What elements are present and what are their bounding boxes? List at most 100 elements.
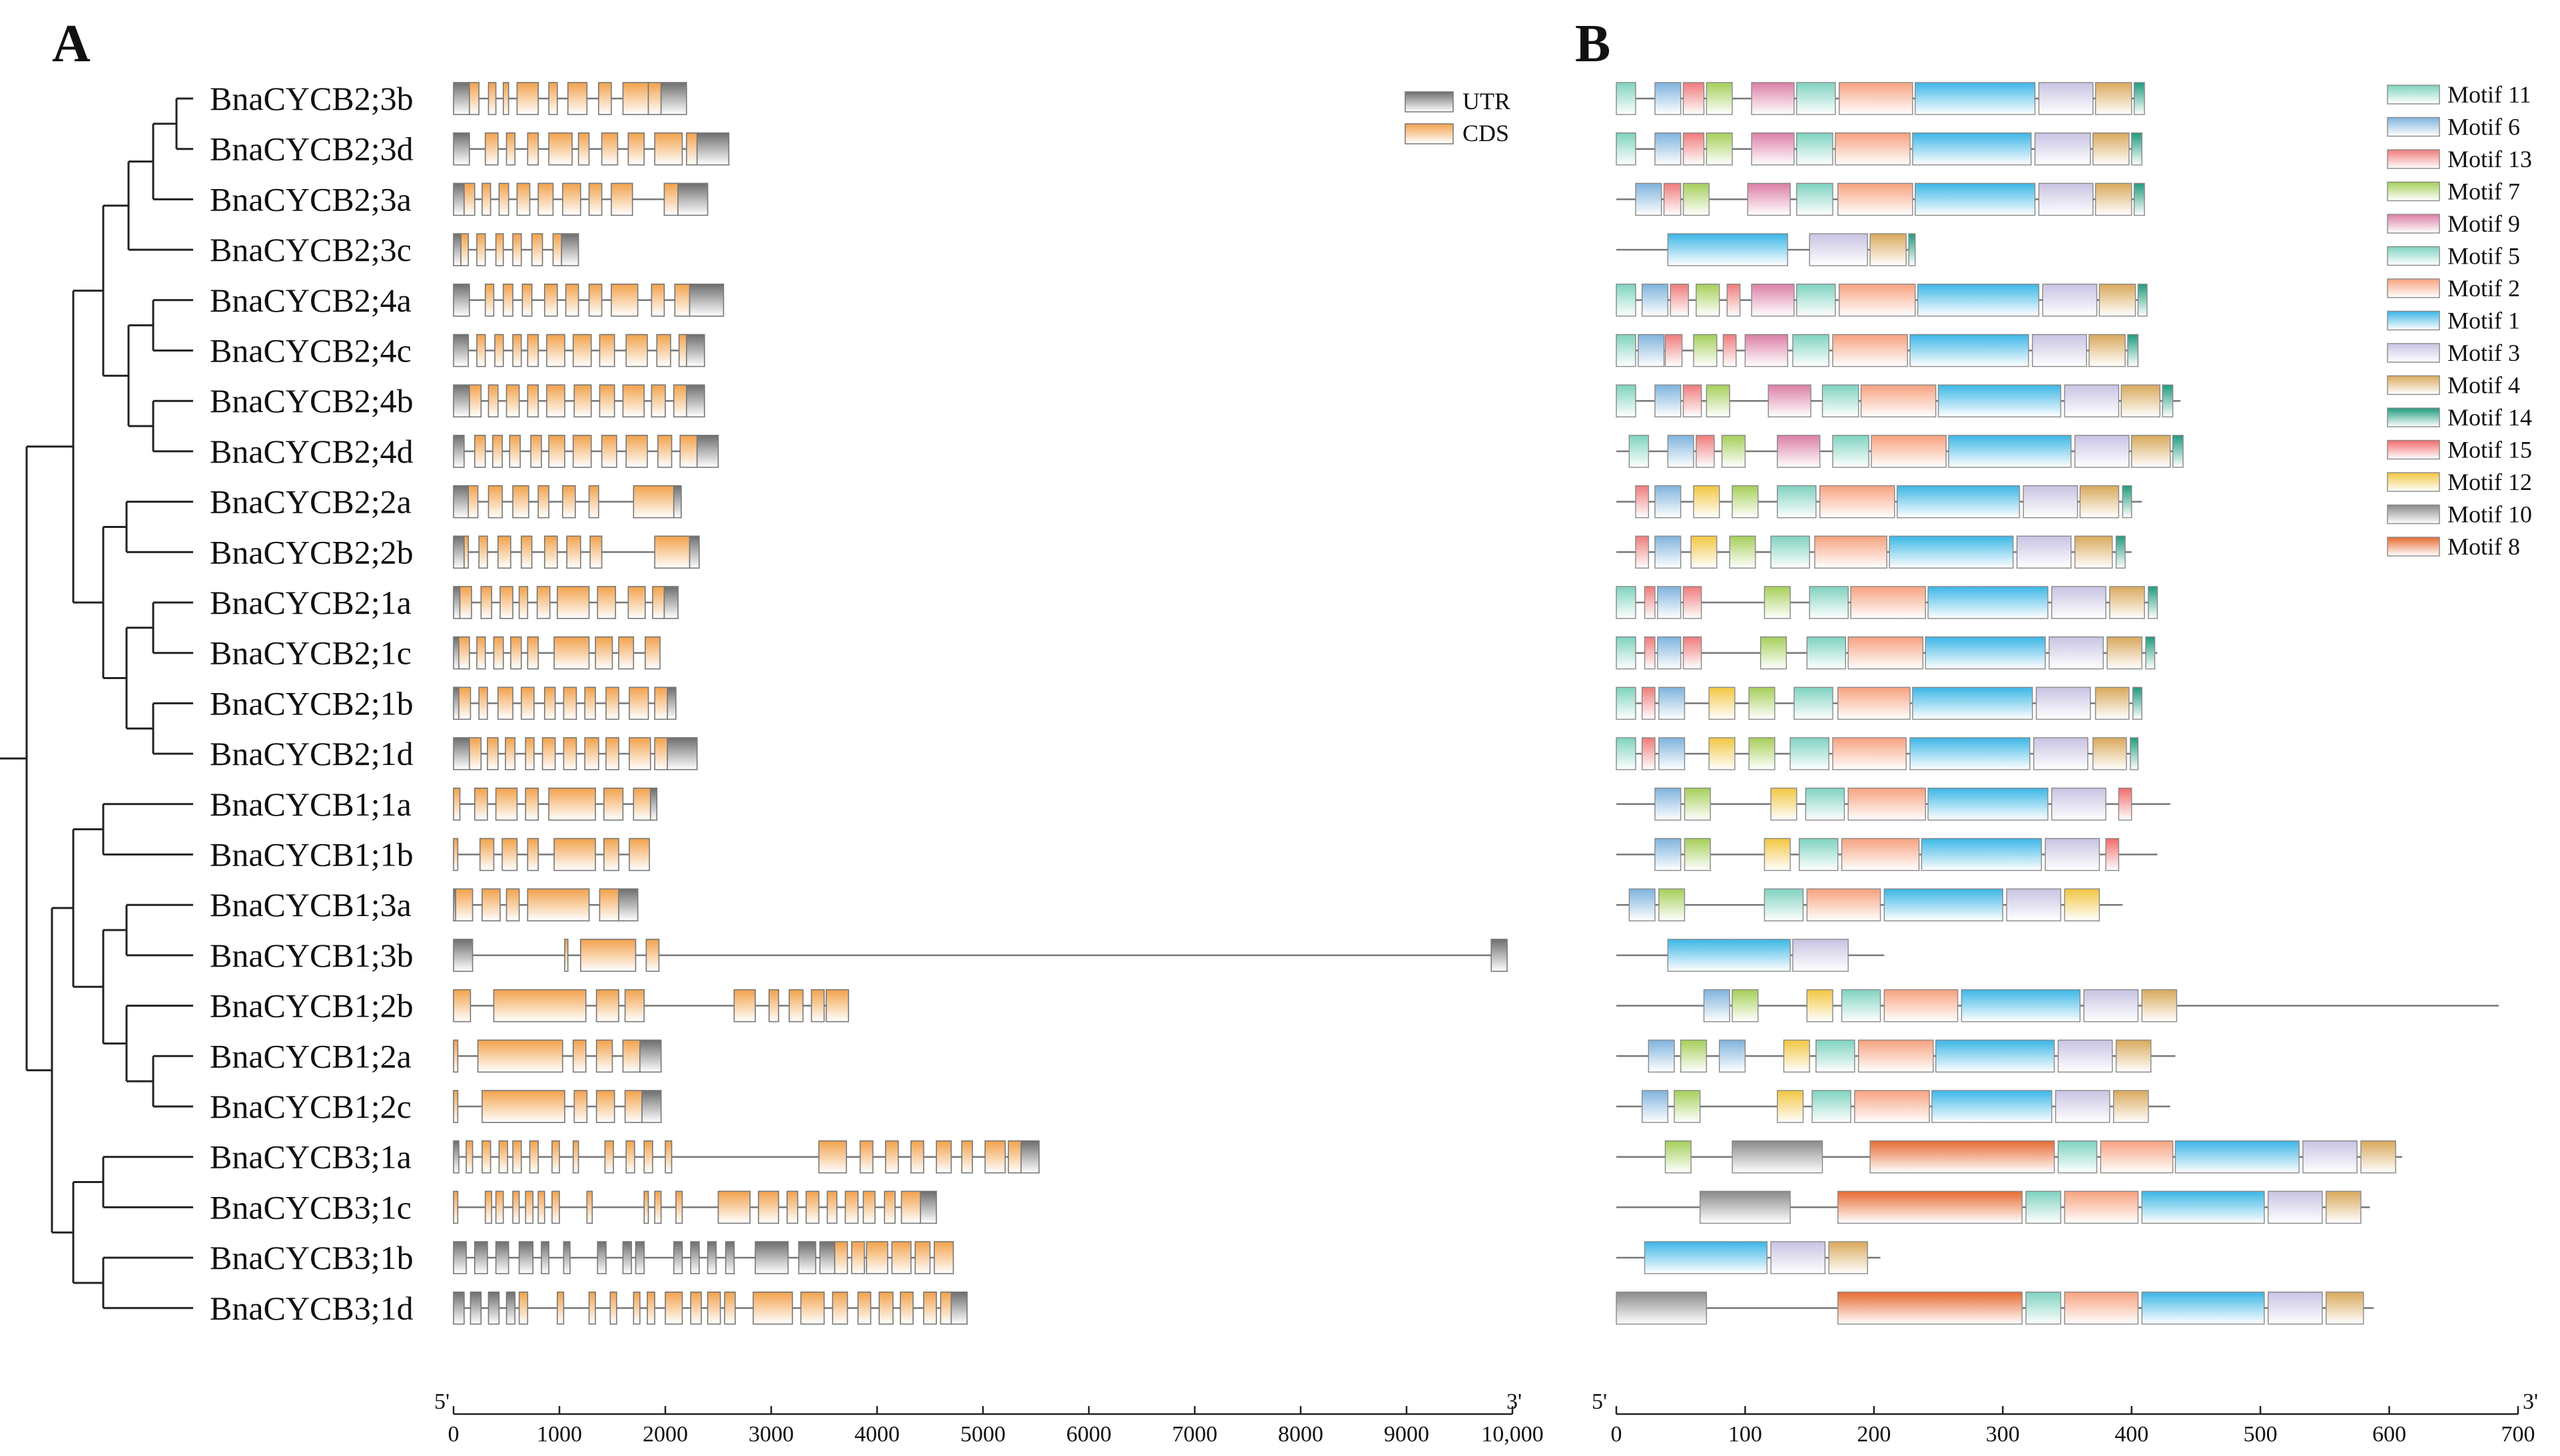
axis-tick-label: 10,000 [1481,1422,1544,1447]
gene-axis-5prime: 5' [434,1389,450,1414]
motif-13-block [1682,384,1702,417]
motif-5-block [1796,82,1836,115]
utr-block [453,586,461,619]
motif-14-block [2122,485,2132,519]
cds-block [844,1190,859,1224]
cds-block [647,82,662,115]
motif-3-block [2042,284,2098,317]
motif-3-block [2302,1140,2358,1174]
cds-block [453,1090,459,1123]
motif-14-block [1908,233,1916,266]
motif-legend-swatch [2387,214,2440,234]
motif-1-block [1915,182,2036,216]
motif-legend-label: Motif 15 [2447,437,2532,463]
motif-legend-swatch [2387,246,2440,266]
motif-11-block [1616,284,1636,317]
cds-block [717,1190,751,1224]
gene-label: BnaCYCB2;3b [210,80,414,117]
utr-block [696,435,719,468]
cds-block [984,1140,1006,1174]
motif-12-block [1708,686,1736,720]
cds-block [487,82,497,115]
axis-tick-label: 0 [448,1422,460,1447]
cds-block [633,1292,641,1325]
motif-7-block [1729,535,1756,569]
cds-block [509,435,521,468]
motif-9-block [1751,132,1795,166]
motif-2-block [1838,82,1913,115]
motif-3-block [1770,1241,1826,1274]
utr-block [677,182,709,216]
motif-1-block [1909,334,2029,367]
motif-12-block [1690,535,1718,569]
cds-block [531,233,543,266]
motif-legend-swatch [2387,343,2440,363]
cds-block [552,233,562,266]
motif-7-block [1684,788,1711,821]
cds-block [675,1190,683,1224]
axis-tick-label: 400 [2114,1422,2148,1447]
utr-block [673,485,682,519]
cds-block [914,1241,931,1274]
cds-block [484,283,495,317]
motif-13-block [1682,586,1702,619]
cds-block [474,435,486,468]
cds-block [598,82,612,115]
utr-block [667,686,677,720]
cds-block [644,636,661,670]
utr-block [673,1241,683,1274]
utr-block [495,1241,509,1274]
motif-legend-label: Motif 12 [2447,469,2532,495]
utr-block [505,1292,516,1325]
cds-block [476,334,486,367]
cds-block [625,334,648,367]
motif-legend: Motif 11 Motif 6 Motif 13 Motif 7 Motif 9 Mot… [2387,81,2532,560]
cds-block [643,1190,649,1224]
motif-6-block [1654,82,1682,115]
motif-7-block [1760,636,1787,670]
motif-3-block [2033,737,2088,770]
motif-5-block [1792,334,1829,367]
utr-block [470,1292,482,1325]
cds-block [900,1190,921,1224]
gene-structure-tracks [453,82,1508,1325]
gene-label: BnaCYCB3;1a [210,1138,412,1176]
cds-block [527,636,539,670]
motif-6-block [1658,737,1686,770]
cds-block [654,132,683,166]
motif-3-block [2074,435,2130,468]
cds-block [546,384,565,418]
gene-label: BnaCYCB1;3a [210,886,412,923]
motif-4-block [2094,686,2130,720]
motif-3-block [1792,939,1849,972]
cds-block [563,686,577,720]
cds-block [678,334,687,367]
motif-legend-label: Motif 1 [2447,308,2520,334]
motif-2-block [1854,1090,1930,1123]
cds-block [527,838,539,871]
utr-block [453,283,470,317]
cds-block [584,686,596,720]
utr-legend-label: UTR [1462,88,1510,115]
motif-4-block [2094,182,2132,216]
cds-block [481,1090,565,1123]
cds-block [537,485,549,519]
motif-4-block [2109,586,2145,619]
cds-block [611,283,639,317]
cds-block [652,586,665,619]
motif-6-block [1648,1039,1675,1073]
cds-block [645,939,660,972]
utr-block [453,435,465,468]
motif-5-block [2057,1140,2098,1174]
cds-block [651,283,665,317]
motif-13-block [1663,182,1682,216]
motif-15-block [2105,838,2120,871]
cds-block [579,939,637,972]
cds-block [595,1039,613,1073]
cds-block [518,586,529,619]
cds-block [498,1140,508,1174]
motif-legend-swatch [2387,407,2440,427]
cds-block [493,989,587,1023]
motif-5-block [1798,838,1839,871]
utr-block [690,1241,700,1274]
